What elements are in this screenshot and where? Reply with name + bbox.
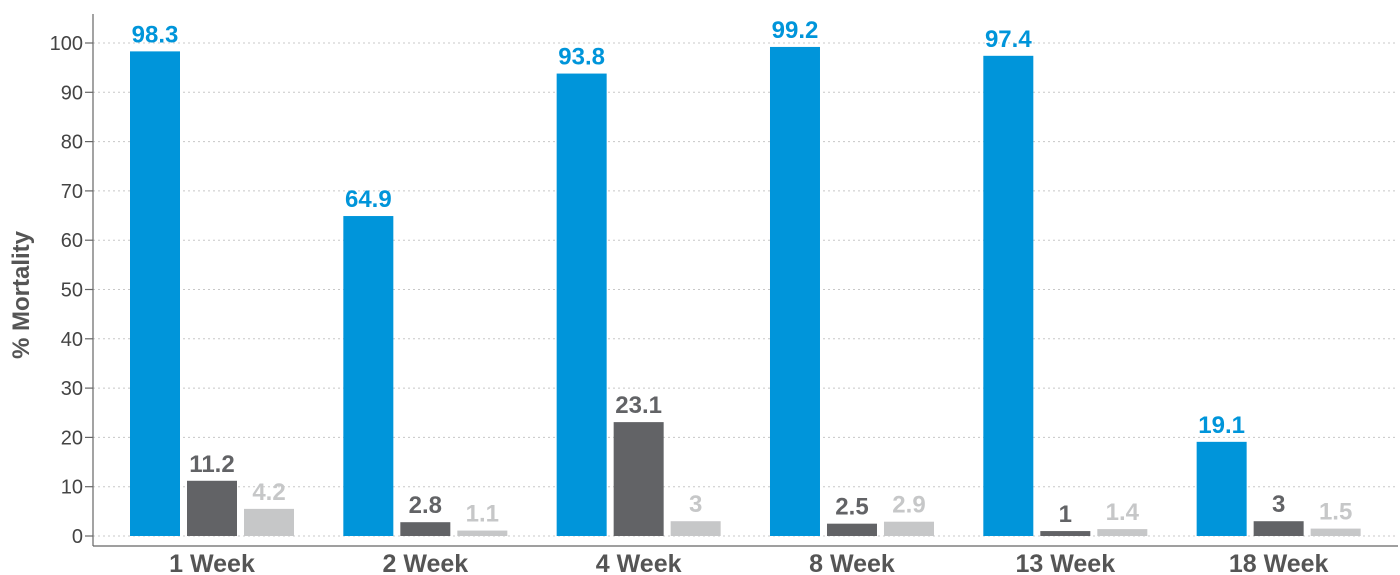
y-tick-label: 30 <box>61 378 83 400</box>
bar-13-week-s3 <box>1097 529 1148 536</box>
category-label: 4 Week <box>596 550 682 575</box>
data-label: 19.1 <box>1198 412 1245 439</box>
bar-2-week-s3 <box>457 530 508 536</box>
y-axis-title: % Mortality <box>8 230 35 359</box>
data-label: 4.2 <box>252 479 285 506</box>
bar-18-week-s2 <box>1253 521 1304 536</box>
y-tick-label: 50 <box>61 280 83 302</box>
bar-13-week-s1 <box>983 55 1034 537</box>
bar-1-week-s2 <box>187 480 237 536</box>
bar-8-week-s2 <box>826 523 877 536</box>
bar-8-week-s3 <box>883 521 934 536</box>
y-tick-label: 20 <box>61 427 83 449</box>
data-label: 2.8 <box>409 492 442 519</box>
data-label: 2.5 <box>835 494 868 521</box>
bar-4-week-s3 <box>670 521 721 536</box>
y-tick-label: 0 <box>72 526 83 548</box>
y-tick-labels: 0 10 20 30 40 50 60 70 80 90 100 <box>50 33 93 548</box>
y-tick-label: 10 <box>61 477 83 499</box>
data-label: 1 <box>1059 501 1072 528</box>
y-tick-label: 80 <box>61 132 83 154</box>
y-tick-label: 100 <box>50 33 83 55</box>
bars <box>130 46 1361 537</box>
category-label: 2 Week <box>382 550 468 575</box>
category-label: 13 Week <box>1016 550 1116 575</box>
bar-13-week-s2 <box>1040 531 1091 536</box>
category-labels: 1 Week 2 Week 4 Week 8 Week 13 Week 18 Week <box>169 550 1328 575</box>
y-tick-label: 40 <box>61 329 83 351</box>
bar-18-week-s1 <box>1196 441 1247 536</box>
y-tick-label: 90 <box>61 82 83 104</box>
data-labels: 98.3 11.2 4.2 64.9 2.8 1.1 93.8 23.1 3 99.2 2.5 2.9… <box>132 17 1353 528</box>
data-label: 23.1 <box>615 392 662 419</box>
data-label: 98.3 <box>132 21 179 48</box>
data-label: 3 <box>689 491 702 518</box>
bar-4-week-s2 <box>613 422 664 536</box>
data-label: 3 <box>1272 491 1285 518</box>
category-label: 18 Week <box>1229 550 1329 575</box>
data-label: 93.8 <box>558 44 605 71</box>
y-tick-label: 70 <box>61 181 83 203</box>
bar-8-week-s1 <box>769 46 820 536</box>
data-label: 2.9 <box>892 492 925 519</box>
data-label: 1.4 <box>1106 499 1140 526</box>
bar-1-week-s1 <box>130 51 180 536</box>
data-label: 1.1 <box>466 501 499 528</box>
y-tick-label: 60 <box>61 230 83 252</box>
bar-2-week-s2 <box>400 522 451 536</box>
data-label: 1.5 <box>1319 499 1352 526</box>
data-label: 64.9 <box>345 186 392 213</box>
category-label: 8 Week <box>809 550 895 575</box>
bar-4-week-s1 <box>556 73 607 536</box>
category-label: 1 Week <box>169 550 255 575</box>
data-label: 99.2 <box>772 17 819 44</box>
data-label: 97.4 <box>985 26 1032 53</box>
bar-2-week-s1 <box>343 216 394 536</box>
bar-18-week-s3 <box>1310 528 1361 536</box>
bar-1-week-s3 <box>244 508 294 536</box>
data-label: 11.2 <box>189 451 234 478</box>
